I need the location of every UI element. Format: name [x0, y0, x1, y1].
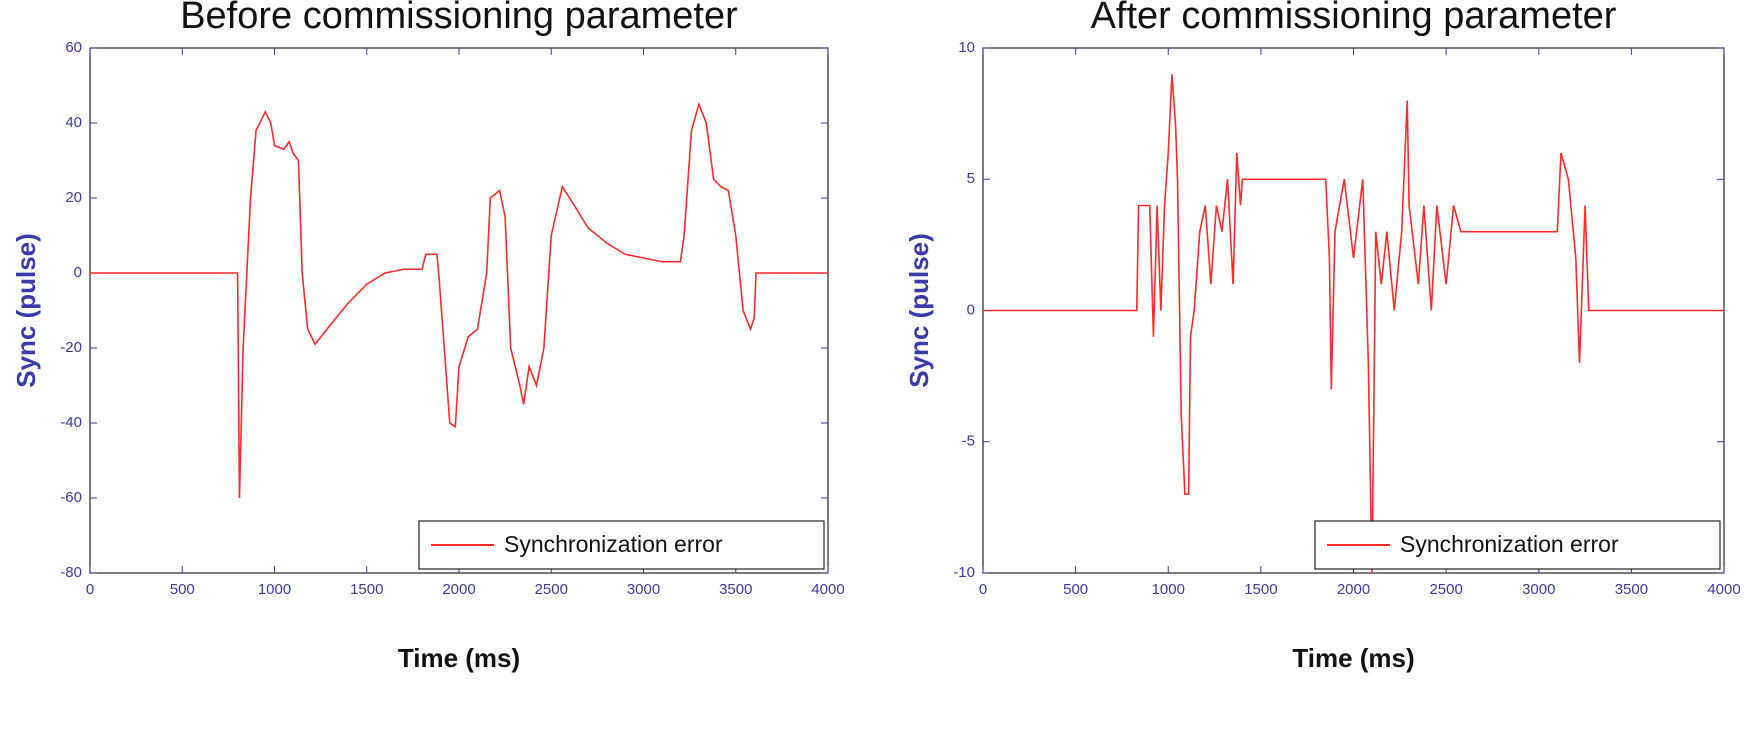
x-tick-label: 1500: [1244, 581, 1277, 598]
y-tick-label: 60: [65, 39, 82, 56]
x-axis-label: Time (ms): [398, 643, 520, 673]
x-tick-label: 500: [170, 581, 195, 598]
y-tick-label: -10: [953, 564, 975, 581]
y-axis-label: Sync (pulse): [904, 233, 934, 388]
y-tick-label: 20: [65, 189, 82, 206]
x-tick-label: 500: [1063, 581, 1088, 598]
y-tick-label: -20: [60, 339, 82, 356]
x-tick-label: 2500: [535, 581, 568, 598]
legend-label: Synchronization error: [504, 531, 723, 557]
y-tick-label: 0: [74, 264, 82, 281]
y-axis-label: Sync (pulse): [11, 233, 41, 388]
x-tick-label: 0: [979, 581, 987, 598]
x-tick-label: 1000: [1152, 581, 1185, 598]
x-axis-label: Time (ms): [1292, 643, 1414, 673]
x-tick-label: 2000: [1337, 581, 1370, 598]
x-tick-label: 2000: [442, 581, 475, 598]
y-tick-label: 5: [967, 170, 975, 187]
x-tick-label: 1000: [258, 581, 291, 598]
y-tick-label: -80: [60, 564, 82, 581]
y-tick-label: -60: [60, 489, 82, 506]
x-tick-label: 3500: [1615, 581, 1648, 598]
data-line: [90, 101, 828, 499]
y-tick-label: 0: [967, 301, 975, 318]
x-tick-label: 1500: [350, 581, 383, 598]
legend-label: Synchronization error: [1400, 531, 1619, 557]
chart-title: Before commissioning parameter: [180, 0, 738, 37]
data-line: [983, 74, 1724, 573]
y-tick-label: 10: [958, 39, 975, 56]
x-tick-label: 2500: [1429, 581, 1462, 598]
x-tick-label: 4000: [1707, 581, 1740, 598]
x-tick-label: 3500: [719, 581, 752, 598]
x-tick-label: 3000: [1522, 581, 1555, 598]
y-tick-label: 40: [65, 114, 82, 131]
x-tick-label: 3000: [627, 581, 660, 598]
plot-area: [89, 47, 829, 574]
y-tick-label: -5: [962, 433, 975, 450]
y-tick-label: -40: [60, 414, 82, 431]
chart-title: After commissioning parameter: [1091, 0, 1617, 37]
x-tick-label: 4000: [811, 581, 844, 598]
x-tick-label: 0: [86, 581, 94, 598]
